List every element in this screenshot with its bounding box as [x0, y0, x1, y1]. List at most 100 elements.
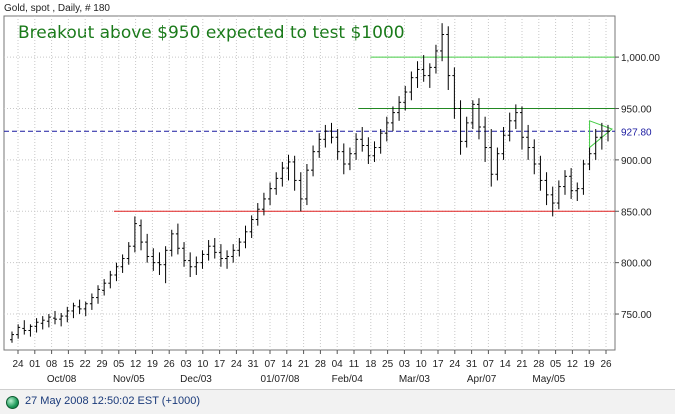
ohlc-bar — [575, 182, 580, 201]
x-month-label: Mar/03 — [399, 374, 431, 385]
x-day-label: 25 — [382, 359, 394, 370]
x-day-label: 31 — [466, 359, 478, 370]
grid-layer — [3, 15, 616, 351]
x-day-label: 04 — [332, 359, 344, 370]
ohlc-bar — [175, 223, 180, 255]
ohlc-bar — [22, 320, 27, 335]
x-day-label: 24 — [231, 359, 243, 370]
ohlc-bar — [280, 161, 285, 187]
ohlc-bar — [96, 285, 101, 304]
ohlc-bar — [366, 137, 371, 164]
ohlc-bar — [593, 129, 598, 160]
ohlc-bar — [532, 139, 537, 175]
ohlc-bar — [10, 331, 14, 343]
x-day-label: 17 — [432, 359, 444, 370]
ohlc-bar — [120, 254, 125, 273]
ohlc-bar — [114, 262, 119, 282]
status-bar: 27 May 2008 12:50:02 EST (+1000) — [0, 389, 675, 414]
ohlc-bar — [206, 240, 211, 261]
ohlc-bar — [157, 252, 162, 275]
x-month-label: Feb/04 — [332, 374, 364, 385]
ohlc-bar — [169, 229, 174, 257]
ohlc-bar — [556, 180, 561, 210]
x-day-label: 03 — [399, 359, 411, 370]
status-timestamp: 27 May 2008 12:50:02 EST (+1000) — [25, 395, 201, 407]
ohlc-bar — [433, 44, 438, 74]
x-day-label: 31 — [248, 359, 260, 370]
ohlc-bar — [495, 147, 500, 181]
x-day-label: 07 — [483, 359, 495, 370]
ohlc-bar — [53, 310, 58, 325]
x-day-label: 24 — [12, 359, 24, 370]
x-day-label: 01 — [29, 359, 41, 370]
ohlc-bar — [71, 302, 76, 319]
ohlc-bar — [311, 145, 316, 177]
ohlc-bar — [421, 55, 426, 82]
connection-status-icon — [6, 396, 19, 409]
x-month-label: Dec/03 — [180, 374, 212, 385]
ohlc-bar — [243, 225, 248, 249]
ohlc-bar — [403, 85, 408, 111]
ohlc-bar — [476, 98, 481, 140]
ohlc-bar — [458, 100, 463, 155]
ohlc-bar — [40, 316, 45, 330]
x-day-label: 15 — [63, 359, 75, 370]
ohlc-bar — [354, 133, 359, 160]
x-day-label: 05 — [550, 359, 562, 370]
ohlc-bar — [255, 203, 260, 226]
ohlc-bar — [145, 233, 150, 263]
x-day-label: 24 — [449, 359, 461, 370]
ohlc-bar — [317, 133, 322, 158]
x-day-label: 14 — [281, 359, 293, 370]
x-day-label: 11 — [349, 359, 360, 370]
x-day-label: 22 — [80, 359, 92, 370]
ohlc-bar — [489, 129, 494, 187]
ohlc-bar — [347, 147, 352, 171]
x-day-label: 12 — [130, 359, 142, 370]
ohlc-bar — [581, 159, 586, 195]
x-day-label: 28 — [315, 359, 327, 370]
ohlc-bar — [526, 124, 531, 160]
ohlc-bar — [77, 299, 82, 315]
x-day-label: 03 — [180, 359, 192, 370]
ohlc-bar — [519, 106, 524, 150]
y-axis-label: 1,000.00 — [621, 53, 660, 64]
ohlc-bar — [126, 242, 131, 265]
x-day-label: 28 — [533, 359, 545, 370]
y-axis-label: 850.00 — [621, 207, 652, 218]
ohlc-bar — [599, 122, 604, 150]
ohlc-bar — [384, 116, 389, 142]
ohlc-bar — [237, 237, 242, 257]
ohlc-bar — [34, 318, 39, 333]
ohlc-bar — [360, 126, 365, 152]
ohlc-bar — [261, 192, 266, 216]
x-month-label: Apr/07 — [467, 374, 497, 385]
ohlc-bar — [501, 126, 506, 160]
x-month-label: May/05 — [532, 374, 565, 385]
ohlc-bar — [304, 163, 309, 206]
ohlc-bar — [286, 154, 291, 181]
ohlc-bar — [606, 124, 610, 142]
x-month-label: 01/07/08 — [261, 374, 300, 385]
ohlc-bar — [378, 129, 383, 154]
x-day-label: 17 — [214, 359, 226, 370]
x-day-label: 18 — [365, 359, 377, 370]
chart-title: Breakout above $950 expected to test $10… — [18, 23, 405, 43]
x-day-label: 14 — [500, 359, 512, 370]
x-day-label: 19 — [584, 359, 596, 370]
ohlc-bar — [409, 71, 414, 101]
ohlc-bar — [83, 301, 88, 317]
ohlc-bar — [446, 26, 451, 90]
ohlc-bar — [562, 170, 567, 195]
y-axis-label: 900.00 — [621, 156, 652, 167]
ohlc-bar — [212, 237, 217, 259]
ohlc-bar — [46, 314, 51, 328]
current-price-label: 927.80 — [621, 127, 652, 138]
triangle-pattern — [589, 120, 613, 149]
ohlc-bar — [544, 172, 549, 206]
ohlc-bar — [151, 248, 156, 271]
y-axis-label: 750.00 — [621, 310, 652, 321]
ohlc-bar — [397, 96, 402, 121]
x-day-label: 10 — [197, 359, 209, 370]
ohlc-bar — [249, 215, 254, 238]
